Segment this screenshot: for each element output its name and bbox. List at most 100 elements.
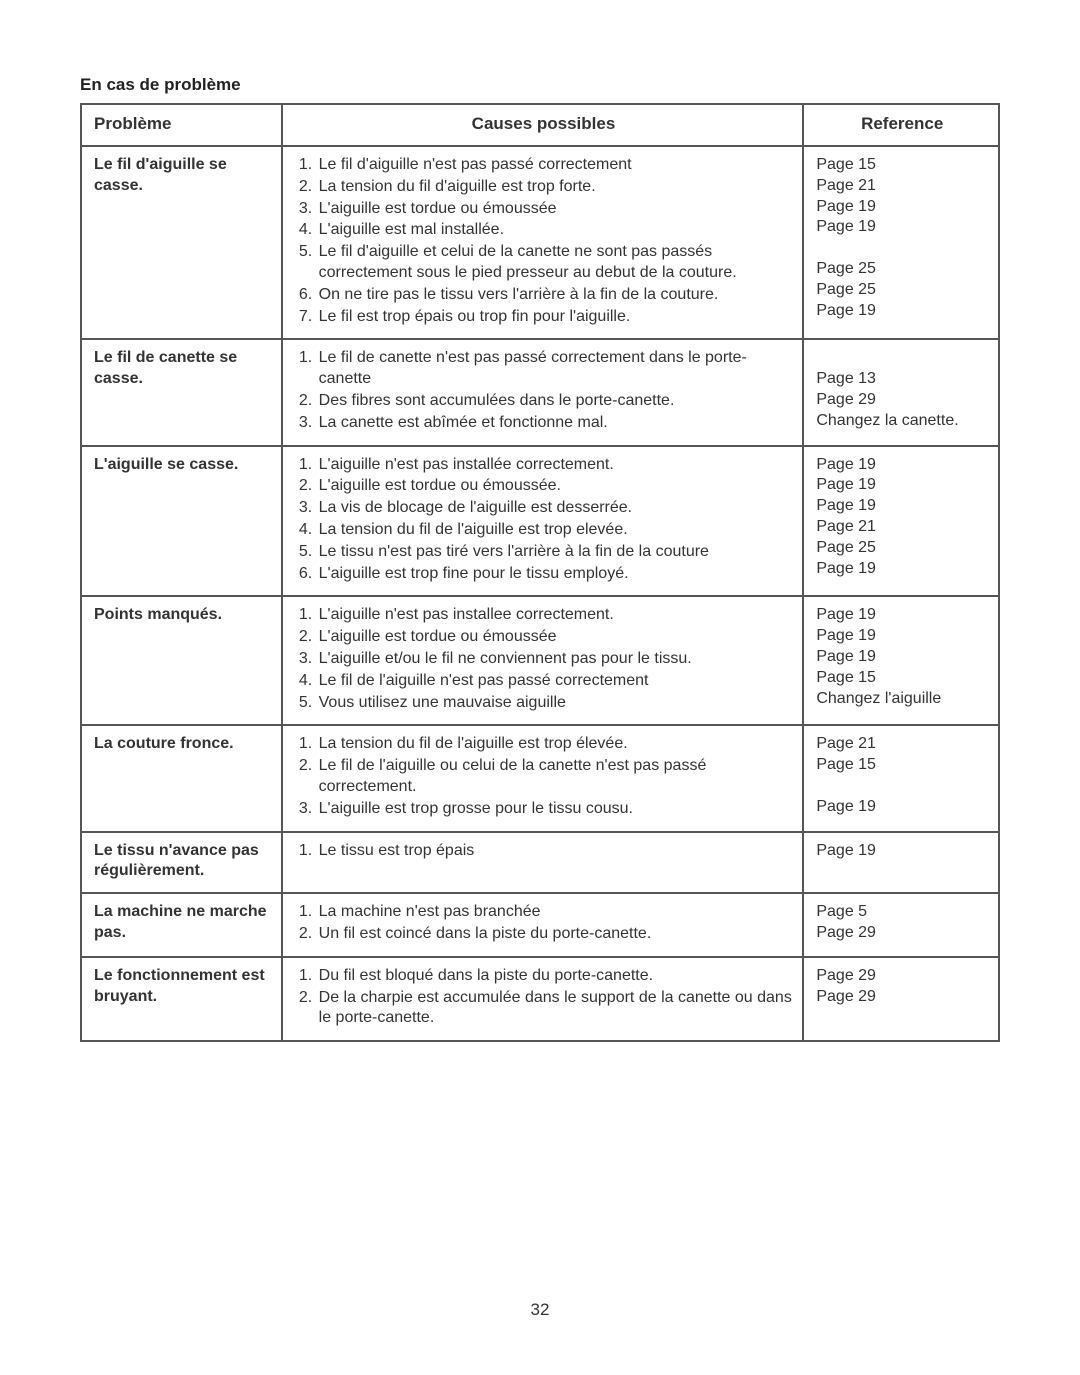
reference-line: Page 21 — [816, 517, 988, 538]
problem-cell: Le tissu n'avance pas régulièrement. — [81, 832, 282, 894]
page-container: En cas de problème Problème Causes possi… — [0, 0, 1080, 1042]
table-row: La couture fronce. La tension du fil de l… — [81, 725, 999, 831]
cause-item: L'aiguille est mal installée. — [317, 220, 793, 241]
cause-item: Le tissu n'est pas tiré vers l'arrière à… — [317, 542, 793, 563]
reference-line: Page 19 — [816, 455, 988, 476]
reference-line: Page 19 — [816, 301, 988, 322]
reference-line: Page 21 — [816, 734, 988, 755]
table-row: Points manqués. L'aiguille n'est pas inst… — [81, 596, 999, 725]
reference-line: Page 19 — [816, 496, 988, 517]
reference-line: Page 29 — [816, 390, 988, 411]
reference-line — [816, 238, 988, 259]
causes-cell: Le tissu est trop épais — [282, 832, 804, 894]
reference-cell: Page 5Page 29 — [803, 893, 999, 957]
reference-line: Page 5 — [816, 902, 988, 923]
cause-item: L'aiguille est tordue ou émoussée. — [317, 476, 793, 497]
problem-cell: Le fil d'aiguille se casse. — [81, 146, 282, 339]
reference-line: Page 19 — [816, 797, 988, 818]
reference-line — [816, 348, 988, 369]
cause-item: La vis de blocage de l'aiguille est dess… — [317, 498, 793, 519]
reference-line: Page 15 — [816, 155, 988, 176]
col-header-problem: Problème — [81, 104, 282, 146]
causes-cell: Du fil est bloqué dans la piste du porte… — [282, 957, 804, 1041]
section-heading: En cas de problème — [80, 75, 1000, 95]
reference-cell: Page 19Page 19Page 19Page 15Changez l'ai… — [803, 596, 999, 725]
reference-line: Page 19 — [816, 475, 988, 496]
reference-line — [816, 776, 988, 797]
reference-line: Page 19 — [816, 559, 988, 580]
cause-item: Le fil d'aiguille et celui de la canette… — [317, 242, 793, 284]
cause-item: La tension du fil de l'aiguille est trop… — [317, 520, 793, 541]
cause-item: La machine n'est pas branchée — [317, 902, 793, 923]
reference-line: Page 19 — [816, 841, 988, 862]
reference-cell: Page 13Page 29Changez la canette. — [803, 339, 999, 445]
table-row: Le fonctionnement est bruyant. Du fil est… — [81, 957, 999, 1041]
reference-line: Page 19 — [816, 217, 988, 238]
reference-line: Page 19 — [816, 626, 988, 647]
causes-cell: Le fil d'aiguille n'est pas passé correc… — [282, 146, 804, 339]
reference-line: Page 13 — [816, 369, 988, 390]
cause-item: Des fibres sont accumulées dans le porte… — [317, 391, 793, 412]
col-header-reference: Reference — [803, 104, 999, 146]
reference-cell: Page 19 — [803, 832, 999, 894]
table-row: L'aiguille se casse. L'aiguille n'est pas… — [81, 446, 999, 597]
cause-item: Le fil de l'aiguille ou celui de la cane… — [317, 756, 793, 798]
table-row: Le tissu n'avance pas régulièrement. Le t… — [81, 832, 999, 894]
cause-item: L'aiguille n'est pas installée correctem… — [317, 455, 793, 476]
cause-item: L'aiguille est tordue ou émoussée — [317, 627, 793, 648]
reference-line: Page 25 — [816, 538, 988, 559]
reference-line: Page 19 — [816, 605, 988, 626]
reference-cell: Page 21Page 15 Page 19 — [803, 725, 999, 831]
cause-item: De la charpie est accumulée dans le supp… — [317, 988, 793, 1030]
reference-line: Page 21 — [816, 176, 988, 197]
table-header-row: Problème Causes possibles Reference — [81, 104, 999, 146]
table-body: Le fil d'aiguille se casse. Le fil d'aigu… — [81, 146, 999, 1041]
table-row: Le fil d'aiguille se casse. Le fil d'aigu… — [81, 146, 999, 339]
cause-item: Du fil est bloqué dans la piste du porte… — [317, 966, 793, 987]
causes-cell: L'aiguille n'est pas installée correctem… — [282, 446, 804, 597]
causes-cell: L'aiguille n'est pas installee correctem… — [282, 596, 804, 725]
cause-item: Le tissu est trop épais — [317, 841, 793, 862]
cause-item: Le fil d'aiguille n'est pas passé correc… — [317, 155, 793, 176]
reference-cell: Page 15Page 21Page 19Page 19 Page 25Page… — [803, 146, 999, 339]
causes-cell: La machine n'est pas branchéeUn fil est … — [282, 893, 804, 957]
causes-cell: Le fil de canette n'est pas passé correc… — [282, 339, 804, 445]
problem-cell: L'aiguille se casse. — [81, 446, 282, 597]
problem-cell: La machine ne marche pas. — [81, 893, 282, 957]
cause-item: Le fil de canette n'est pas passé correc… — [317, 348, 793, 390]
causes-cell: La tension du fil de l'aiguille est trop… — [282, 725, 804, 831]
cause-item: Le fil de l'aiguille n'est pas passé cor… — [317, 671, 793, 692]
reference-line: Page 25 — [816, 280, 988, 301]
cause-item: La tension du fil d'aiguille est trop fo… — [317, 177, 793, 198]
reference-line: Page 29 — [816, 923, 988, 944]
reference-line: Changez l'aiguille — [816, 689, 988, 710]
reference-line: Page 15 — [816, 755, 988, 776]
problem-cell: Points manqués. — [81, 596, 282, 725]
reference-line: Page 15 — [816, 668, 988, 689]
problem-cell: Le fonctionnement est bruyant. — [81, 957, 282, 1041]
problem-cell: La couture fronce. — [81, 725, 282, 831]
cause-item: L'aiguille est trop fine pour le tissu e… — [317, 564, 793, 585]
reference-line: Page 19 — [816, 647, 988, 668]
cause-item: Un fil est coincé dans la piste du porte… — [317, 924, 793, 945]
problem-cell: Le fil de canette se casse. — [81, 339, 282, 445]
cause-item: Vous utilisez une mauvaise aiguille — [317, 693, 793, 714]
reference-cell: Page 29Page 29 — [803, 957, 999, 1041]
col-header-causes: Causes possibles — [282, 104, 804, 146]
cause-item: Le fil est trop épais ou trop fin pour l… — [317, 307, 793, 328]
cause-item: L'aiguille est trop grosse pour le tissu… — [317, 799, 793, 820]
reference-line: Page 25 — [816, 259, 988, 280]
page-number: 32 — [0, 1300, 1080, 1320]
reference-line: Page 29 — [816, 966, 988, 987]
cause-item: La canette est abîmée et fonctionne mal. — [317, 413, 793, 434]
reference-line: Page 29 — [816, 987, 988, 1008]
table-row: Le fil de canette se casse. Le fil de can… — [81, 339, 999, 445]
reference-line: Page 19 — [816, 197, 988, 218]
cause-item: On ne tire pas le tissu vers l'arrière à… — [317, 285, 793, 306]
reference-cell: Page 19Page 19Page 19Page 21Page 25Page … — [803, 446, 999, 597]
cause-item: L'aiguille n'est pas installee correctem… — [317, 605, 793, 626]
troubleshooting-table: Problème Causes possibles Reference Le f… — [80, 103, 1000, 1042]
cause-item: La tension du fil de l'aiguille est trop… — [317, 734, 793, 755]
table-row: La machine ne marche pas.La machine n'es… — [81, 893, 999, 957]
cause-item: L'aiguille est tordue ou émoussée — [317, 199, 793, 220]
